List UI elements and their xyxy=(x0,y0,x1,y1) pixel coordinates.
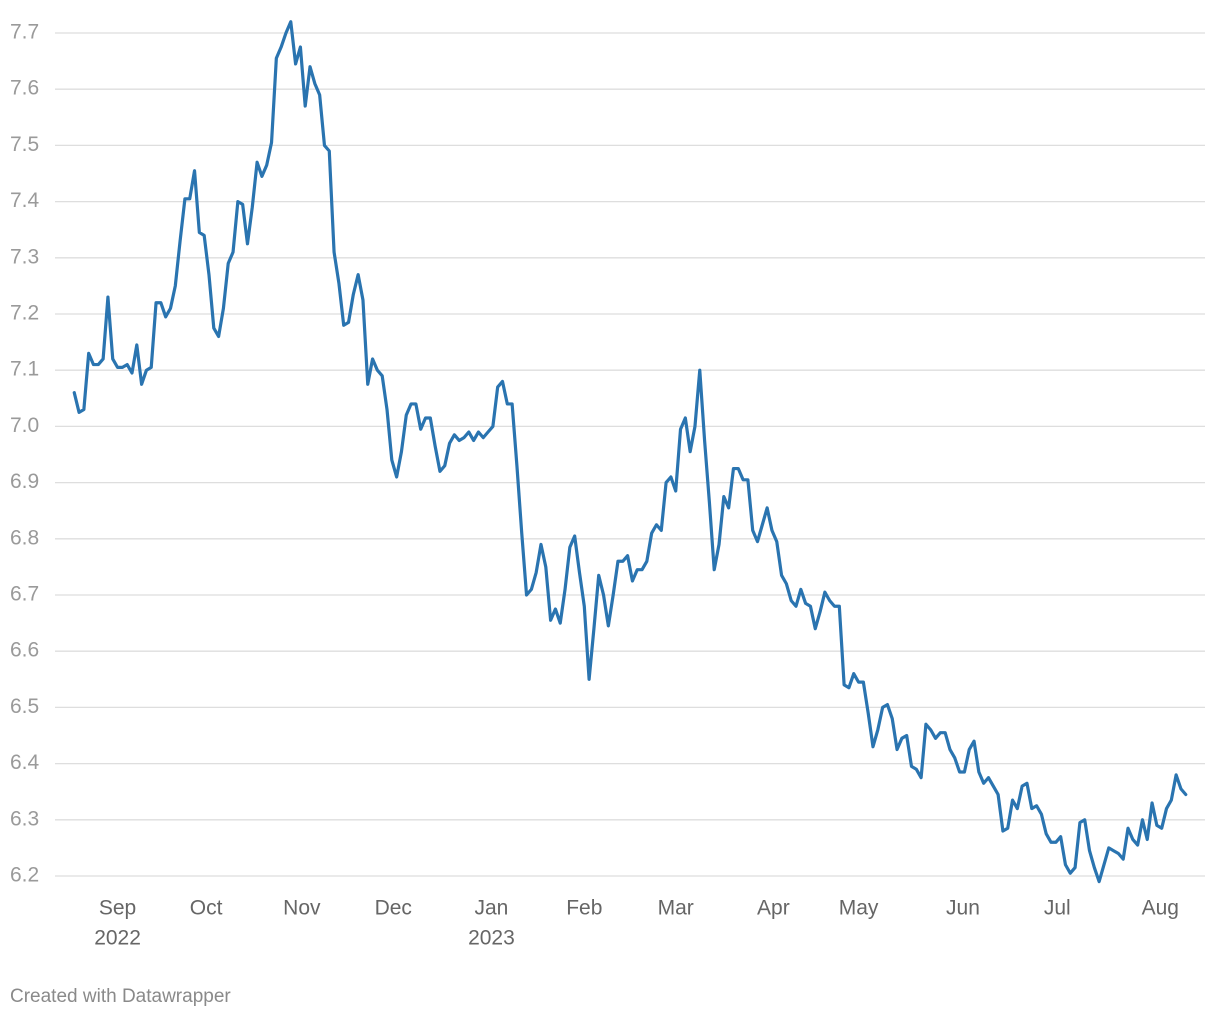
y-tick-label: 7.5 xyxy=(10,133,39,156)
y-tick-label: 7.3 xyxy=(10,245,39,268)
line xyxy=(72,20,1188,884)
y-tick-label: 6.4 xyxy=(10,751,40,774)
y-tick-label: 6.2 xyxy=(10,864,39,887)
credit: Created with Datawrapper xyxy=(10,986,231,1007)
x-tick-label: 2023 xyxy=(468,927,515,950)
y-tick-label: 6.9 xyxy=(10,470,39,493)
y-tick-label: 6.8 xyxy=(10,526,39,549)
y-tick-label: 7.4 xyxy=(10,189,40,212)
x-tick-label: May xyxy=(839,897,879,920)
x-tick-label: Aug xyxy=(1142,897,1179,920)
y-tick-label: 7.1 xyxy=(10,358,39,381)
y-tick-label: 7.6 xyxy=(10,77,39,100)
y-tick-label: 6.6 xyxy=(10,639,39,662)
x-tick-label: Sep xyxy=(99,897,136,920)
y-tick-label: 7.2 xyxy=(10,302,39,325)
x-tick-label: Feb xyxy=(566,897,602,920)
y-tick-label: 6.7 xyxy=(10,583,39,606)
x-tick-label: Nov xyxy=(283,897,321,920)
y-tick-label: 6.3 xyxy=(10,807,39,830)
x-tick-label: Jul xyxy=(1044,897,1071,920)
x-tick-label: Jan xyxy=(474,897,508,920)
x-tick-label: 2022 xyxy=(94,927,141,950)
y-tick-label: 7.0 xyxy=(10,414,39,437)
y-tick-label: 7.7 xyxy=(10,21,39,44)
y-tick-label: 6.5 xyxy=(10,695,39,718)
x-tick-label: Apr xyxy=(757,897,790,920)
x-tick-label: Mar xyxy=(658,897,694,920)
x-tick-label: Oct xyxy=(190,897,223,920)
x-tick-label: Jun xyxy=(946,897,980,920)
x-tick-label: Dec xyxy=(375,897,412,920)
